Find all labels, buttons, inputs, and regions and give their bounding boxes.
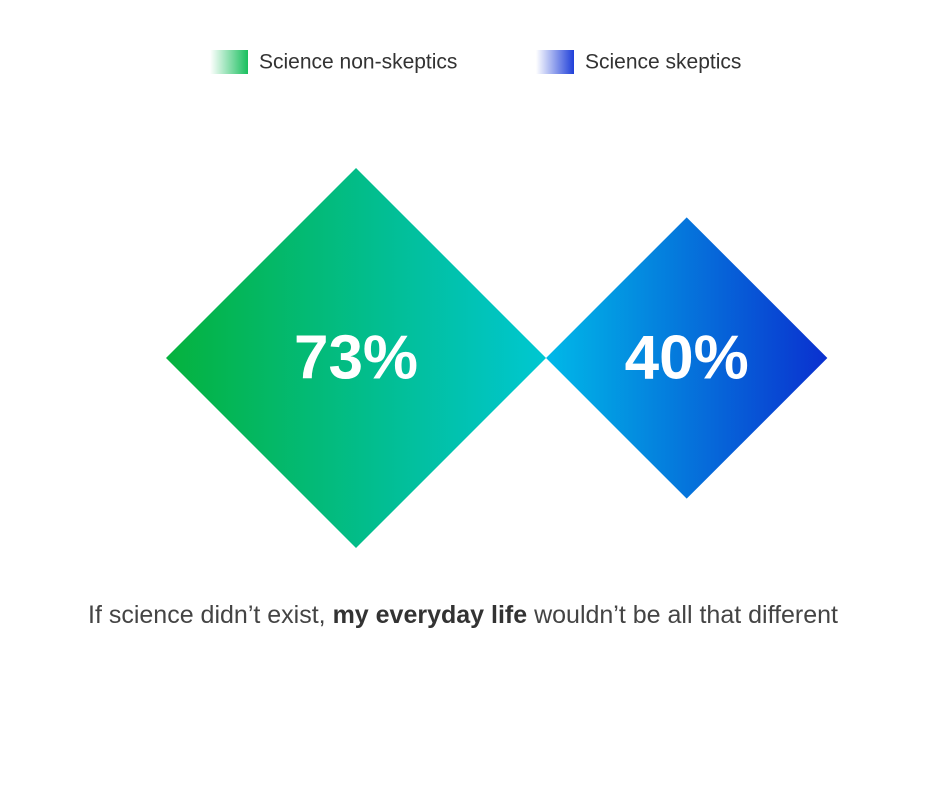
legend-swatch xyxy=(536,50,574,74)
caption-text: If science didn’t exist, xyxy=(88,601,333,629)
diamond xyxy=(166,167,547,549)
caption-bold: my everyday life xyxy=(332,601,528,629)
value-label: 40% xyxy=(625,324,749,393)
caption: If science didn’t exist, my everyday lif… xyxy=(88,595,858,635)
legend-swatch xyxy=(210,50,248,74)
legend-label: Science non-skeptics xyxy=(259,51,457,74)
legend-label: Science skeptics xyxy=(585,51,741,74)
diamond xyxy=(546,217,828,499)
caption-text: wouldn’t be all that different xyxy=(527,601,838,629)
value-label: 73% xyxy=(294,324,418,393)
